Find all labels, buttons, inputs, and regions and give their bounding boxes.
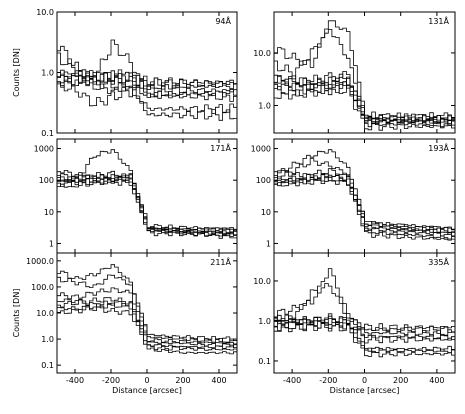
y-tick-label: 10 [261, 208, 271, 217]
panel-2: 1 10 100 1000 171Å [34, 138, 238, 254]
y-tick-label: 1.0 [41, 69, 54, 78]
y-tick-label: 1000.0 [26, 257, 54, 266]
series-line-1 [274, 283, 455, 337]
series-group [57, 39, 237, 121]
y-tick-label: 1000 [251, 145, 271, 154]
x-tick-label: -400 [66, 376, 84, 385]
y-tick-label: 100 [39, 176, 54, 185]
y-tick-label: 0.1 [41, 129, 54, 138]
series-line-6 [274, 174, 455, 241]
panel-5: 0.1 1.0 10.0 -400 -200 0 200 400 335Å Distance [a… [253, 252, 456, 395]
wavelength-label: 94Å [215, 15, 231, 26]
x-tick-label: -200 [319, 376, 337, 385]
wavelength-label: 193Å [428, 142, 449, 153]
y-tick-label: 10.0 [253, 277, 271, 286]
series-line-5 [274, 84, 455, 131]
wavelength-label: 211Å [210, 256, 231, 267]
x-tick-label: -200 [102, 376, 120, 385]
x-tick-label: 400 [429, 376, 444, 385]
y-tick-label: 100 [256, 176, 271, 185]
series-line-6 [57, 170, 237, 237]
x-tick-label: -400 [283, 376, 301, 385]
series-line-5 [57, 298, 237, 345]
series-group [57, 149, 237, 239]
x-tick-label: 400 [211, 376, 226, 385]
series-line-5 [57, 170, 237, 230]
series-group [274, 20, 455, 131]
series-line-7 [274, 76, 455, 123]
series-line-7 [274, 318, 455, 344]
y-tick-label: 0.1 [258, 357, 271, 366]
x-axis-label: Distance [arcsec] [330, 386, 400, 395]
y-tick-label: 10.0 [253, 49, 271, 58]
panel-1: 1.0 10.0 131Å [253, 11, 456, 134]
series-group [57, 264, 237, 355]
series-line-4 [57, 306, 237, 355]
x-tick-label: 0 [362, 376, 367, 385]
y-tick-label: 1.0 [258, 317, 271, 326]
y-axis-label: Counts [DN] [12, 289, 21, 338]
y-tick-label: 0.1 [41, 361, 54, 370]
plot-frame [56, 252, 238, 374]
y-tick-label: 1.0 [258, 102, 271, 111]
panel-0: 0.1 1.0 10.0 94Å Counts [DN] [12, 8, 238, 138]
y-tick-label: 10.0 [36, 8, 54, 17]
y-tick-label: 1 [49, 239, 54, 248]
x-tick-label: 200 [393, 376, 408, 385]
series-line-1 [57, 274, 237, 345]
x-tick-label: 200 [175, 376, 190, 385]
wavelength-label: 335Å [428, 256, 449, 267]
series-line-7 [57, 70, 237, 90]
y-tick-label: 100.0 [31, 283, 54, 292]
y-tick-label: 10.0 [36, 309, 54, 318]
series-line-1 [57, 52, 237, 115]
y-axis-label: Counts [DN] [12, 48, 21, 97]
series-line-0 [57, 45, 237, 121]
wavelength-label: 171Å [210, 142, 231, 153]
x-tick-label: 0 [144, 376, 149, 385]
wavelength-label: 131Å [428, 15, 449, 26]
y-tick-label: 10 [44, 208, 54, 217]
series-line-6 [274, 315, 455, 331]
y-tick-label: 1 [266, 239, 271, 248]
y-tick-label: 1.0 [41, 335, 54, 344]
series-line-2 [57, 39, 237, 102]
series-line-5 [274, 322, 455, 358]
panel-3: 1 10 100 1000 193Å [251, 138, 456, 254]
x-axis-label: Distance [arcsec] [112, 386, 182, 395]
series-group [274, 149, 455, 241]
panel-4: 0.1 1.0 10.0 100.0 1000.0 -400 -200 0 200 400 211Å… [12, 252, 238, 395]
series-group [274, 268, 455, 358]
y-tick-label: 1000 [34, 145, 54, 154]
series-line-6 [57, 302, 237, 351]
